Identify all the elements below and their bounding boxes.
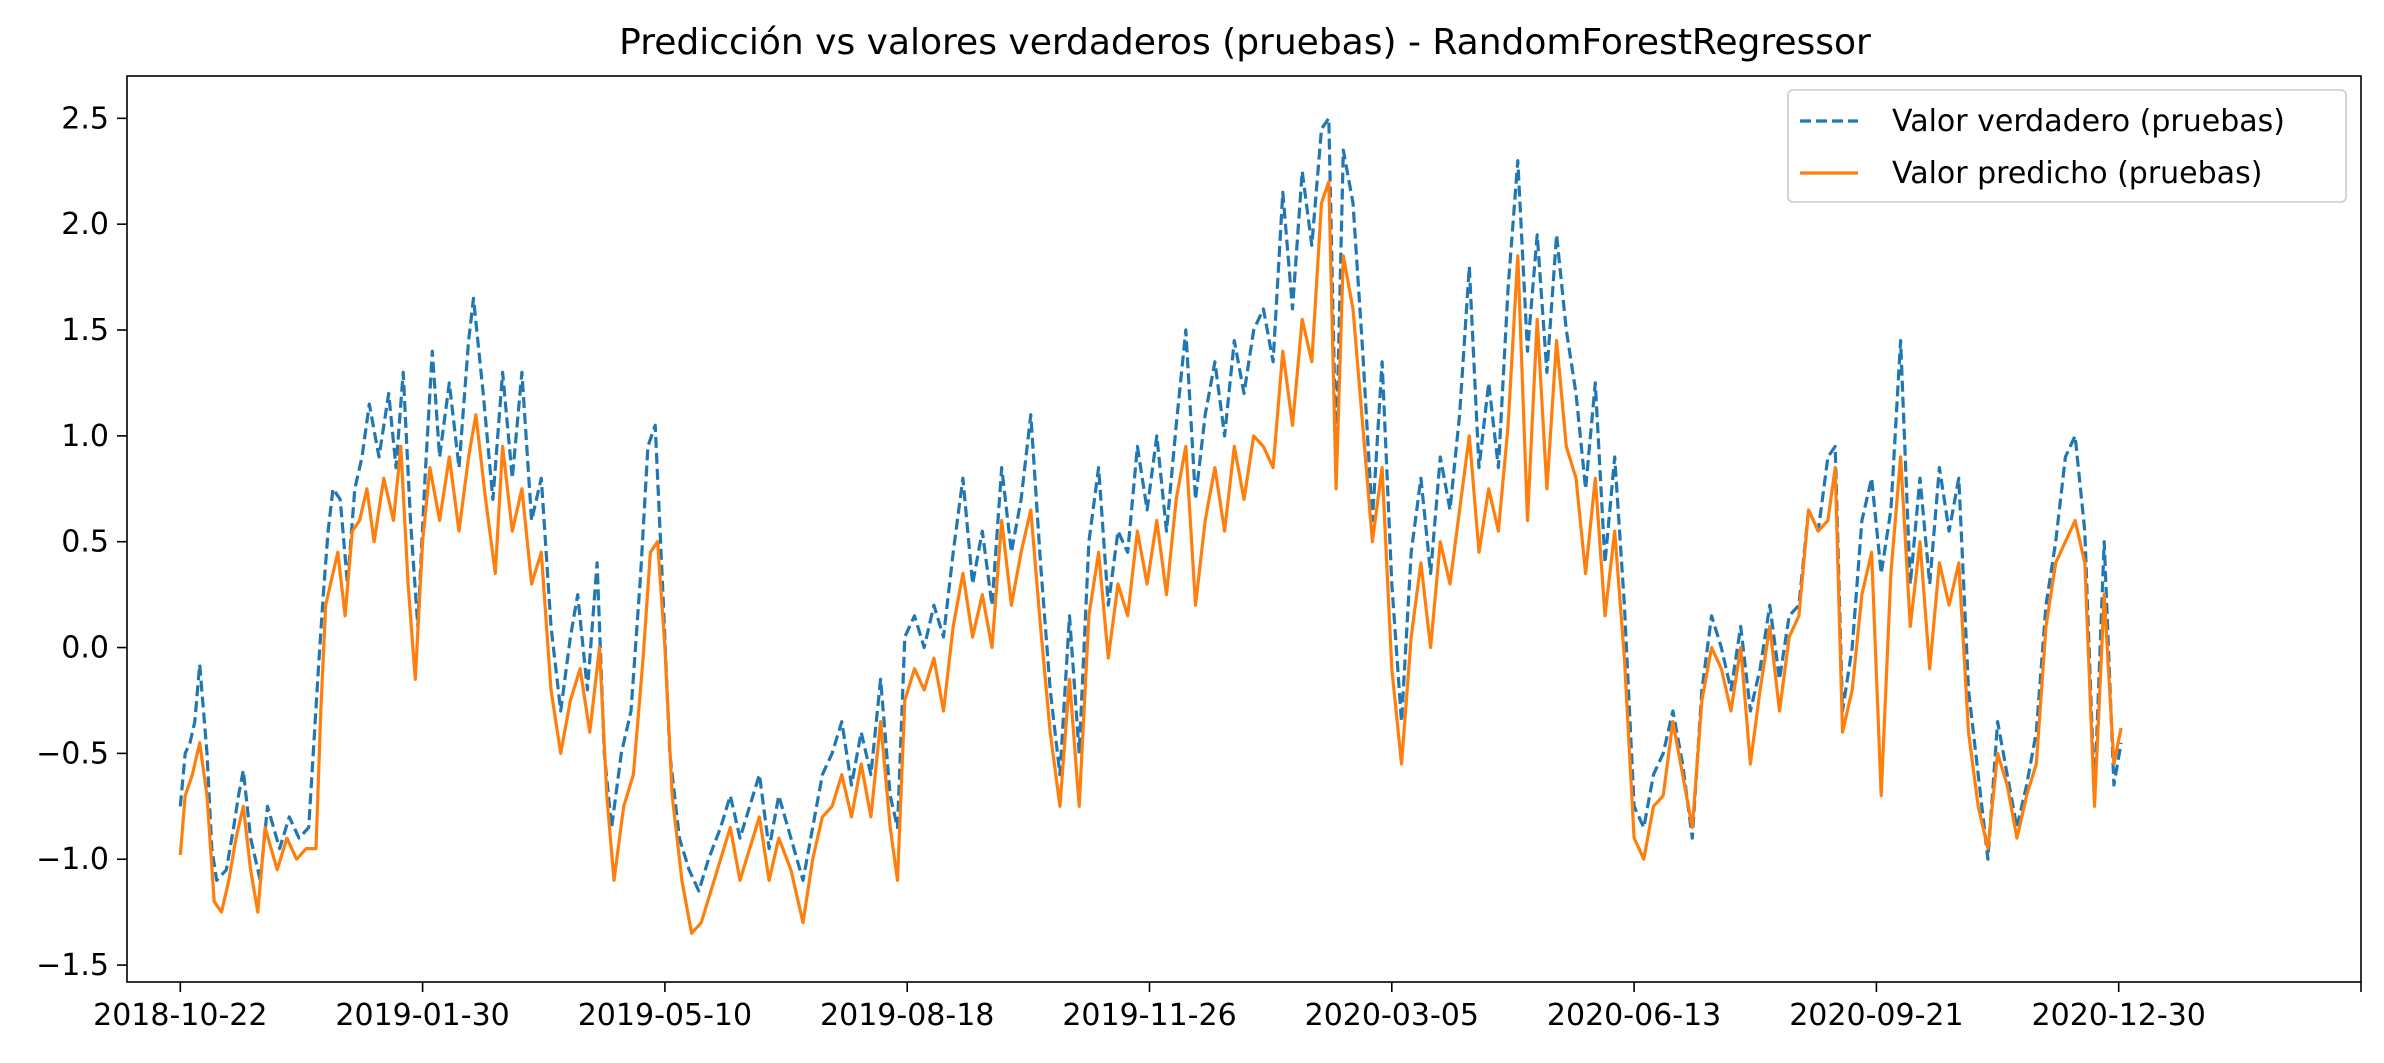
series-line-predicted — [178, 180, 2123, 935]
series-line-true — [178, 116, 2123, 893]
x-tick-label: 2019-01-30 — [335, 998, 509, 1033]
y-tick-label: 0.0 — [61, 631, 109, 666]
x-tick-label: 2020-06-13 — [1547, 998, 1721, 1033]
series-layer — [178, 116, 2123, 935]
legend-box — [1787, 89, 2347, 203]
x-tick-label: 2018-10-22 — [93, 998, 267, 1033]
legend-label-predicted: Valor predicho (pruebas) — [1892, 156, 2262, 191]
plot-area — [126, 75, 2362, 983]
y-tick-label: 2.5 — [61, 101, 109, 136]
legend-label-true: Valor verdadero (pruebas) — [1892, 104, 2285, 139]
x-tick-label: 2019-08-18 — [820, 998, 994, 1033]
y-tick-label: −0.5 — [36, 736, 109, 771]
y-axis: −1.5 −1.0 −0.5 0.0 0.5 1.0 1.5 2.0 2.5 — [36, 101, 127, 983]
legend: Valor verdadero (pruebas) Valor predicho … — [1787, 89, 2347, 203]
x-axis: 2018-10-22 2019-01-30 2019-05-10 2019-08-18… — [93, 982, 2362, 1033]
y-tick-label: 2.0 — [61, 207, 109, 242]
y-tick-label: −1.5 — [36, 948, 109, 983]
y-tick-label: 1.5 — [61, 313, 109, 348]
y-tick-label: 0.5 — [61, 525, 109, 560]
x-tick-label: 2019-11-26 — [1062, 998, 1236, 1033]
plot-frame — [126, 75, 2362, 983]
x-tick-label: 2020-09-21 — [1789, 998, 1963, 1033]
y-tick-label: −1.0 — [36, 842, 109, 877]
y-tick-label: 1.0 — [61, 419, 109, 454]
x-tick-label: 2020-03-05 — [1305, 998, 1479, 1033]
x-tick-label: 2019-05-10 — [578, 998, 752, 1033]
x-tick-label: 2020-12-30 — [2032, 998, 2206, 1033]
chart-title: Predicción vs valores verdaderos (prueba… — [619, 22, 1871, 63]
